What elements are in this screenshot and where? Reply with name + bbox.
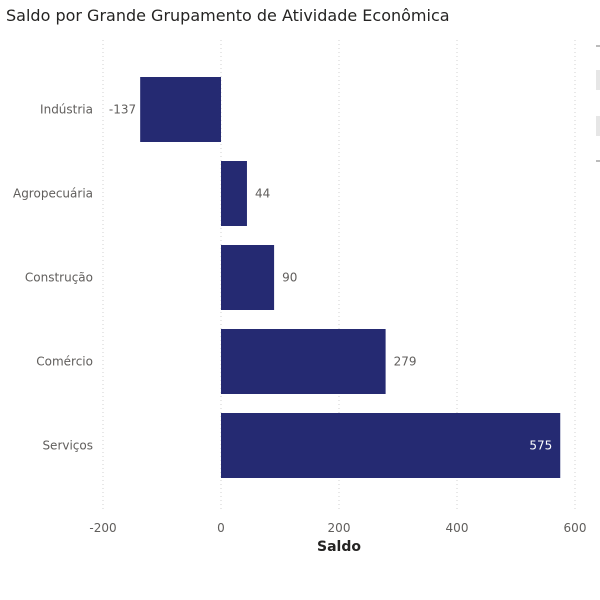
- category-label: Serviços: [42, 439, 93, 453]
- x-tick-label: 0: [217, 521, 225, 535]
- category-label: Comércio: [36, 355, 93, 369]
- slicer-edge: [596, 116, 600, 136]
- chart-title: Saldo por Grande Grupamento de Atividade…: [6, 6, 450, 25]
- bar[interactable]: [221, 413, 561, 478]
- data-label: 90: [282, 271, 297, 285]
- data-label: 575: [529, 439, 552, 453]
- slicer-edge: [596, 70, 600, 90]
- data-label: -137: [109, 103, 136, 117]
- x-tick-label: -200: [89, 521, 116, 535]
- x-tick-label: 200: [328, 521, 351, 535]
- x-tick-label: 400: [446, 521, 469, 535]
- x-axis-title: Saldo: [317, 539, 361, 555]
- slicer-edge: [596, 45, 600, 47]
- bar[interactable]: [221, 161, 247, 226]
- bar[interactable]: [221, 245, 275, 310]
- data-label: 44: [255, 187, 270, 201]
- data-label: 279: [394, 355, 417, 369]
- bar[interactable]: [221, 329, 386, 394]
- category-label: Indústria: [40, 103, 93, 117]
- slicer-edge: [596, 160, 600, 162]
- bar[interactable]: [140, 77, 221, 142]
- category-label: Construção: [25, 271, 93, 285]
- x-tick-label: 600: [564, 521, 587, 535]
- category-label: Agropecuária: [13, 187, 93, 201]
